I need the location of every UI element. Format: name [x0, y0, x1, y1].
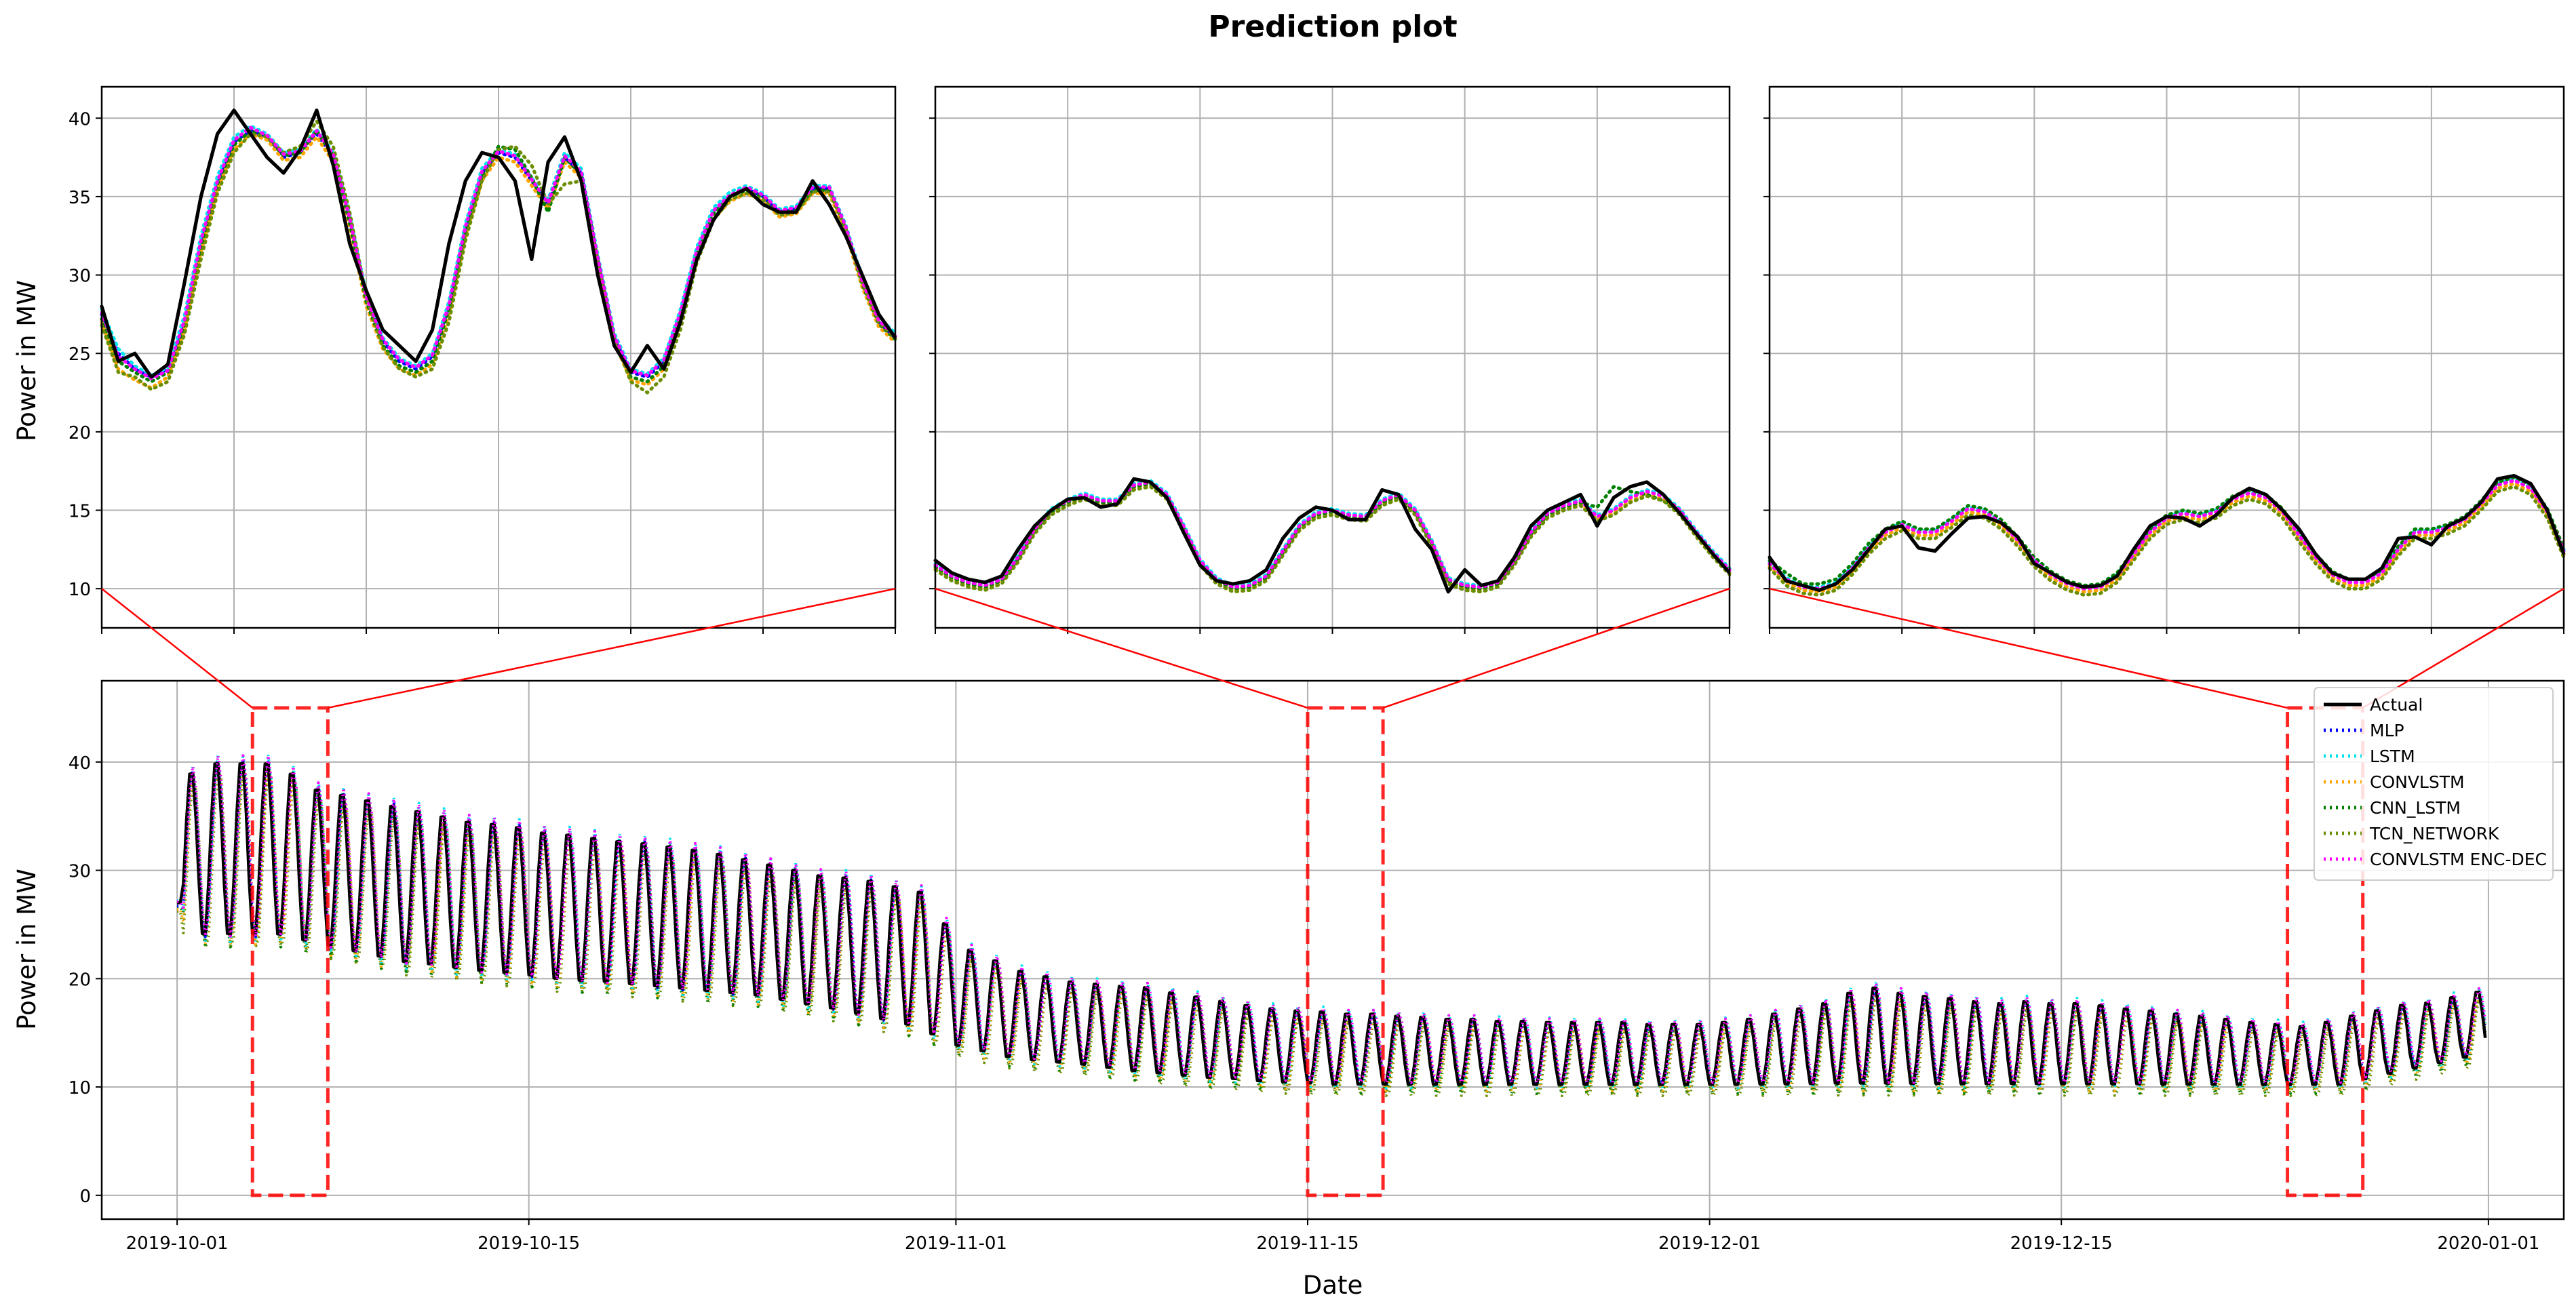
zoom-panel-1: 10 15 20 25 30 35 40 [69, 85, 897, 634]
axes-frame [100, 679, 2565, 1220]
series-actual-top [100, 108, 897, 379]
series-tcn-network [933, 485, 1732, 594]
series-cnn-lstm [100, 129, 897, 384]
legend-label-mlp: MLP [2370, 721, 2404, 740]
axes-frame [100, 85, 897, 629]
legend-label-tcn-network: TCN_NETWORK [2369, 824, 2499, 843]
connector-left-2 [935, 587, 1308, 709]
legend-label-actual: Actual [2370, 695, 2423, 715]
x-tick-label: 2019-11-15 [1256, 1233, 1359, 1254]
main-panel: 0 10 20 30 40 2019-10-01 2019-10-15 2019-11-01 2… [69, 679, 2565, 1254]
y-tick-label: 20 [69, 970, 91, 990]
y-tick-label: 30 [69, 862, 91, 882]
y-tick-label: 40 [69, 109, 91, 130]
legend-label-lstm: LSTM [2370, 747, 2415, 766]
x-tick-label: 2019-12-15 [2010, 1233, 2113, 1254]
x-tick-label: 2019-10-01 [126, 1233, 229, 1254]
figure-title: Prediction plot [1208, 9, 1457, 44]
axes-frame [934, 85, 1731, 629]
series-actual [177, 761, 2487, 1086]
zoom-box-2 [1306, 706, 1385, 1197]
legend-label-convlstm: CONVLSTM [2370, 772, 2465, 792]
y-tick-label: 0 [79, 1187, 91, 1207]
y-tick-label: 10 [69, 1078, 91, 1098]
series-tcn-network [100, 119, 897, 395]
y-tick-label: 35 [69, 188, 91, 208]
zoom-connectors [101, 587, 2564, 709]
y-tick-label: 40 [69, 753, 91, 774]
series-convlstm-enc-dec [177, 754, 2487, 1084]
series-tcn-network [1768, 485, 2566, 597]
legend: Actual MLP LSTM CONVLSTM CNN_LSTM TCN_NETWORK… [2314, 687, 2554, 881]
x-tick-label: 2019-10-15 [477, 1233, 580, 1254]
x-axis-label: Date [1303, 1271, 1363, 1300]
series-actual-top [1768, 474, 2566, 592]
x-tick-label: 2019-12-01 [1658, 1233, 1761, 1254]
bottom-y-axis-label: Power in MW [12, 869, 41, 1030]
series-actual-top [934, 477, 1731, 594]
axes-frame [1768, 85, 2565, 629]
connector-right-1 [328, 587, 896, 709]
legend-label-cnn-lstm: CNN_LSTM [2370, 798, 2461, 818]
series-tcn-network [177, 766, 2487, 1098]
legend-box [2314, 687, 2554, 881]
legend-label-convlstm-enc-dec: CONVLSTM ENC-DEC [2370, 850, 2547, 869]
zoom-panel-3 [1763, 85, 2566, 634]
y-tick-label: 10 [69, 580, 91, 600]
zoom-panel-2 [929, 85, 1732, 634]
y-tick-label: 30 [69, 266, 91, 287]
series-convlstm [177, 762, 2487, 1093]
y-tick-label: 15 [69, 502, 91, 522]
connector-right-2 [1382, 587, 1730, 709]
y-tick-label: 25 [69, 344, 91, 365]
zoom-box-1 [250, 706, 330, 1197]
x-tick-label: 2019-11-01 [905, 1233, 1007, 1254]
y-tick-label: 20 [69, 423, 91, 443]
series-lstm [177, 753, 2487, 1090]
top-y-axis-label: Power in MW [12, 280, 41, 441]
connector-left-1 [101, 588, 254, 709]
connector-left-3 [1769, 587, 2288, 709]
series-cnn-lstm [177, 759, 2487, 1095]
zoom-box-3 [2286, 706, 2365, 1197]
x-tick-label: 2020-01-01 [2437, 1233, 2539, 1254]
series-mlp [177, 759, 2487, 1085]
